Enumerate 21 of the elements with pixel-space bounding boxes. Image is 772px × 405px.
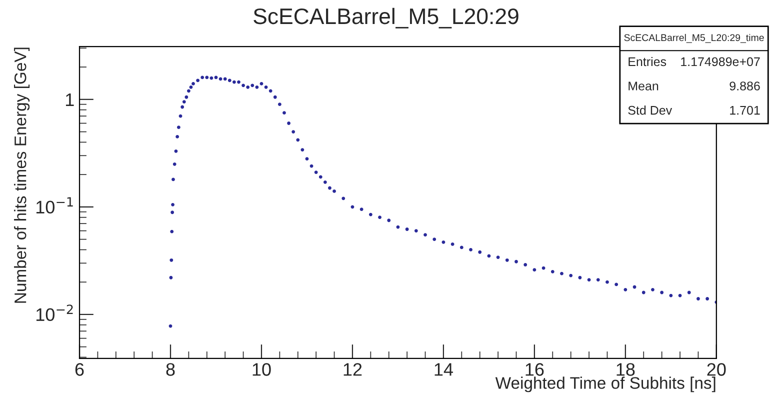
annotation: Entries	[628, 56, 666, 66]
text: 1.701	[730, 106, 760, 115]
y-tick-label: 10$^{−1}$	[36, 197, 73, 214]
annotation: Mean	[628, 82, 658, 90]
x-tick-label: 8	[166, 363, 175, 376]
x-tick-label: 10	[252, 363, 271, 376]
x-tick-label: 20	[707, 363, 726, 376]
annotation: Std Dev	[628, 106, 672, 115]
x-tick-label: 6	[75, 363, 84, 376]
text: ScECALBarrel_M5_L20:29_time	[624, 34, 764, 43]
chart-title: ScECALBarrel_M5_L20:29	[254, 8, 518, 28]
x-axis-title: Weighted Time of Subhits [ns]	[495, 376, 716, 392]
y-tick-label: 1	[66, 94, 74, 106]
text: 9.886	[730, 82, 760, 90]
x-tick-label: 18	[616, 363, 635, 376]
y-axis-title: Number of hits times Energy [GeV]	[14, 48, 30, 303]
x-tick-label: 16	[526, 363, 544, 376]
x-tick-label: 14	[434, 363, 453, 376]
annotation: 1.174989e+07	[681, 57, 760, 66]
x-tick-label: 12	[344, 363, 362, 376]
y-tick-label: 10$^{−2}$	[36, 304, 73, 322]
